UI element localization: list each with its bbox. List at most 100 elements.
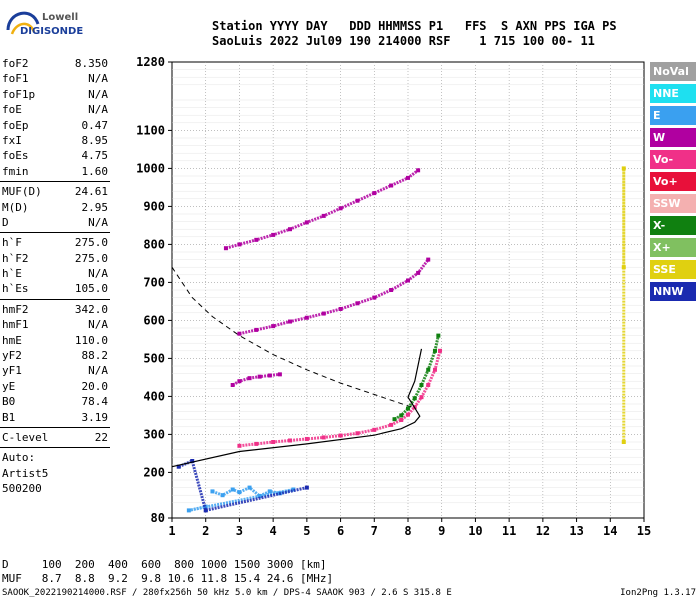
logo-line2: DIGISONDE — [20, 26, 84, 37]
param-key: yF2 — [2, 349, 22, 363]
echo-point — [203, 508, 208, 513]
echo-point — [257, 493, 262, 498]
param-row: hmF2 342.0 — [0, 302, 110, 317]
param-row: foF1 N/A — [0, 71, 110, 86]
param-row: h`F 275.0 — [0, 235, 110, 250]
param-key: h`F — [2, 236, 22, 250]
x-tick-label: 6 — [337, 524, 344, 538]
param-key: B1 — [2, 410, 16, 424]
legend-item: X- — [650, 216, 696, 235]
param-key: foF1p — [2, 87, 36, 101]
file-info-line: SAOOK_2022190214000.RSF / 280fx256h 50 k… — [2, 588, 452, 598]
y-tick-label: 600 — [143, 313, 165, 327]
param-value: 78.4 — [81, 395, 109, 409]
echo-point — [432, 367, 437, 372]
echo-point — [247, 485, 252, 490]
legend-item: SSE — [650, 260, 696, 279]
x-tick-label: 8 — [404, 524, 411, 538]
echo-point — [237, 331, 242, 336]
echo-point — [389, 183, 394, 188]
param-row: MUF(D) 24.61 — [0, 184, 110, 199]
echo-point — [304, 315, 309, 320]
echo-point — [321, 435, 326, 440]
param-key: fmin — [2, 164, 29, 178]
x-tick-label: 3 — [236, 524, 243, 538]
param-value: 275.0 — [74, 236, 108, 250]
echo-point — [372, 427, 377, 432]
x-tick-label: 13 — [569, 524, 583, 538]
echo-point — [267, 373, 272, 378]
version-label: Ion2Png 1.3.17 — [620, 588, 696, 598]
echo-point — [372, 295, 377, 300]
param-key: foE — [2, 103, 22, 117]
param-value: N/A — [88, 215, 108, 229]
echo-point — [432, 348, 437, 353]
echo-point — [291, 487, 296, 492]
echo-point — [267, 489, 272, 494]
x-tick-label: 4 — [270, 524, 277, 538]
param-key: foEs — [2, 149, 29, 163]
param-row: hmF1 N/A — [0, 317, 110, 332]
param-key: h`Es — [2, 282, 29, 296]
echo-point — [203, 504, 208, 509]
param-value: 1.60 — [81, 164, 109, 178]
echo-point — [210, 489, 215, 494]
autoscaling-label: 500200 — [2, 482, 42, 496]
echo-point — [237, 379, 242, 384]
param-key: foEp — [2, 118, 29, 132]
station-header: Station YYYY DAY DDD HHMMSS P1 FFS S AXN… — [212, 19, 617, 49]
echo-point — [176, 464, 181, 469]
param-value: N/A — [88, 364, 108, 378]
param-row: foEp 0.47 — [0, 118, 110, 133]
param-key: B0 — [2, 395, 16, 409]
echo-point — [288, 227, 292, 232]
param-row: fmin 1.60 — [0, 164, 110, 179]
echo-point — [399, 413, 404, 418]
legend-item: NNW — [650, 282, 696, 301]
param-value: 105.0 — [74, 282, 108, 296]
echo-point — [438, 348, 443, 353]
echo-point — [271, 232, 276, 237]
param-value: 2.95 — [81, 200, 109, 214]
digisonde-logo: Lowell DIGISONDE — [2, 2, 83, 42]
y-tick-label: 800 — [143, 237, 165, 251]
legend-item: W — [650, 128, 696, 147]
echo-point — [416, 168, 421, 173]
echo-point — [257, 374, 262, 379]
x-tick-label: 12 — [536, 524, 550, 538]
echo-point — [223, 246, 228, 251]
echo-point — [237, 490, 242, 495]
param-value: N/A — [88, 103, 108, 117]
param-row: B0 78.4 — [0, 394, 110, 409]
param-divider — [0, 181, 110, 183]
footer-distance-row: D 100 200 400 600 800 1000 1500 3000 [km… — [2, 558, 327, 571]
param-row: foEs 4.75 — [0, 148, 110, 163]
param-key: h`F2 — [2, 251, 29, 265]
param-value: 22 — [94, 430, 108, 444]
param-row: h`E N/A — [0, 266, 110, 281]
echo-point — [621, 166, 626, 171]
echo-point — [426, 367, 431, 372]
param-value: N/A — [88, 72, 108, 86]
param-row: foF2 8.350 — [0, 56, 110, 71]
echo-point — [237, 242, 242, 247]
param-key: foF1 — [2, 72, 29, 86]
echo-point — [399, 417, 404, 422]
param-value: 4.75 — [81, 149, 109, 163]
echo-point — [338, 307, 343, 311]
echo-point — [406, 406, 410, 411]
x-tick-label: 10 — [468, 524, 482, 538]
parameter-panel: foF2 8.350 foF1 N/A foF1p N/A foE N/A foEp 0.47 fx… — [0, 56, 110, 497]
param-divider — [0, 426, 110, 428]
param-key: hmF1 — [2, 318, 29, 332]
echo-point — [254, 237, 259, 242]
param-key: foF2 — [2, 57, 29, 70]
header-line2: SaoLuis 2022 Jul09 190 214000 RSF 1 715 … — [212, 34, 595, 48]
param-key: D — [2, 215, 9, 229]
echo-point — [436, 333, 441, 338]
echo-point — [288, 319, 292, 324]
echo-point — [271, 324, 276, 329]
param-key: hmE — [2, 333, 22, 347]
echo-point — [355, 431, 360, 436]
